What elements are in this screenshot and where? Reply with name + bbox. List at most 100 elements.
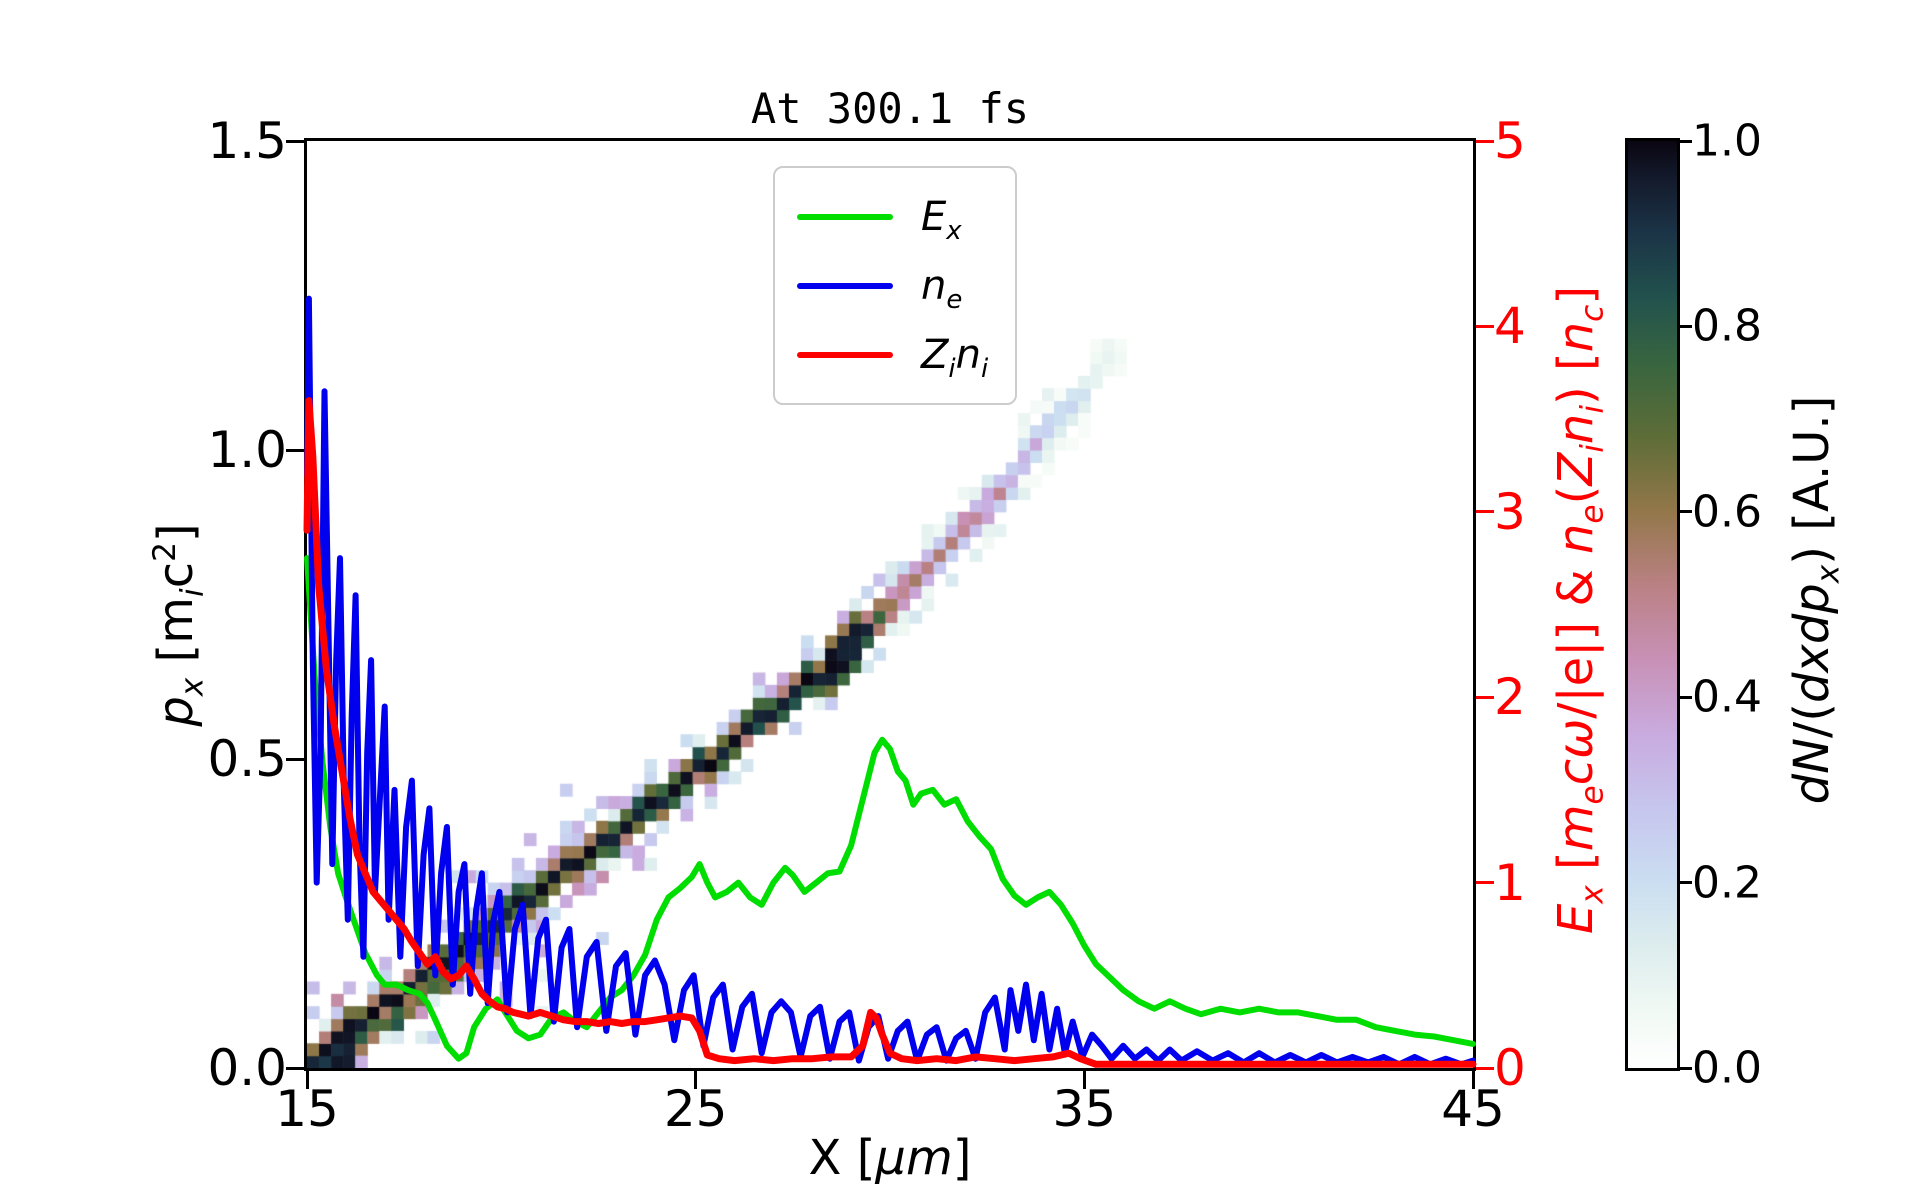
label-part: /( (1784, 703, 1840, 738)
y-right-tick-label: 5 (1494, 112, 1526, 170)
x-tickmark (305, 1071, 309, 1089)
label-part: c (1548, 758, 1604, 786)
y-right-tickmark (1476, 139, 1494, 143)
label-part: ω (1548, 718, 1604, 759)
legend-line-Ex (797, 213, 893, 220)
label-part: x (1574, 885, 1611, 904)
y-right-tick-label: 4 (1494, 297, 1526, 356)
x-tick-label: 25 (663, 1080, 728, 1138)
y-axis-label-right: Ex [mecω/|e|] & ne(Zini) [nc] (1548, 285, 1611, 935)
label-part: dN (1784, 737, 1840, 805)
label-part: Z (1548, 452, 1604, 486)
colorbar-tick-label: 0.6 (1692, 486, 1762, 538)
y-left-tickmark (286, 448, 304, 452)
colorbar-tick-label: 1.0 (1692, 115, 1762, 167)
label-part: ] (148, 523, 204, 543)
label-part: e (946, 284, 963, 315)
label-part: n (955, 331, 981, 378)
legend-entry-ne: ne (775, 251, 1015, 320)
colorbar-tickmark (1680, 695, 1692, 699)
label-part: m (1548, 804, 1604, 852)
y-left-tickmark (286, 139, 304, 143)
colorbar-label: dN/(dxdpx) [A.U.] (1784, 395, 1847, 805)
label-part: ] (952, 1130, 972, 1186)
label-part: n (1548, 523, 1604, 554)
legend-entry-Ex: Ex (775, 182, 1015, 251)
colorbar-tickmark (1680, 510, 1692, 514)
colorbar-tick-label: 0.2 (1692, 857, 1762, 909)
colorbar-tickmark (1680, 324, 1692, 328)
label-part: i (1574, 404, 1611, 414)
label-part: n (921, 262, 947, 309)
x-tick-label: 15 (275, 1080, 339, 1138)
colorbar-tick-label: 0.4 (1692, 671, 1762, 723)
label-part: μm (875, 1130, 953, 1186)
colorbar-tick-label: 0.8 (1692, 300, 1762, 352)
x-axis-label: X [μm] (307, 1130, 1473, 1186)
y-left-tickmark (286, 1066, 304, 1070)
curves-layer (303, 295, 1477, 1068)
legend-label-ne: ne (921, 262, 962, 313)
label-part: [m (148, 596, 204, 678)
legend: Ex ne Zini (773, 166, 1017, 405)
y-right-tickmark (1476, 1066, 1494, 1070)
colorbar-tickmark (1680, 139, 1692, 143)
label-part: i (948, 353, 956, 384)
legend-label-Zini: Zini (921, 331, 988, 382)
y-right-tick-label: 0 (1494, 1039, 1526, 1097)
y-right-tickmark (1476, 510, 1494, 514)
label-part: E (921, 193, 947, 240)
plot-title: At 300.1 fs (750, 84, 1030, 133)
label-part: 2 (147, 542, 183, 562)
label-part: ] (1548, 285, 1604, 305)
label-part: ( (1548, 485, 1604, 505)
label-part: x (1810, 564, 1847, 584)
x-tick-label: 35 (1052, 1080, 1117, 1138)
x-tickmark (1082, 1071, 1086, 1089)
y-left-tick-label: 1.0 (207, 421, 287, 479)
label-part: i (1574, 444, 1611, 453)
y-right-tick-label: 1 (1494, 853, 1526, 912)
label-part: c (1574, 304, 1611, 322)
label-part: x (946, 215, 962, 246)
label-part: n (1548, 413, 1604, 445)
label-part: ) [A.U.] (1784, 395, 1840, 565)
label-part: p (148, 696, 204, 727)
y-left-tick-label: 1.5 (207, 112, 287, 170)
x-tick-label: 45 (1441, 1080, 1505, 1138)
label-part: c (148, 561, 204, 589)
Zini-curve (303, 397, 1477, 1068)
x-tickmark (694, 1071, 698, 1089)
label-part: x (174, 677, 211, 697)
colorbar (1625, 138, 1680, 1071)
label-part: i (174, 588, 211, 597)
label-part: E (1548, 903, 1604, 935)
legend-line-ne (797, 282, 893, 289)
label-part: Z (921, 331, 949, 378)
label-part: e (1574, 785, 1611, 805)
x-tickmark (1471, 1071, 1475, 1089)
label-part: /|e|] & (1548, 553, 1604, 719)
y-right-tick-label: 2 (1494, 668, 1526, 727)
legend-entry-Zini: Zini (775, 320, 1015, 389)
y-right-tickmark (1476, 324, 1494, 328)
y-right-tickmark (1476, 881, 1494, 885)
legend-line-Zini (797, 351, 893, 358)
legend-label-Ex: Ex (921, 193, 962, 244)
label-part: X [ (808, 1130, 876, 1186)
ne-curve (304, 295, 1476, 1068)
y-left-tick-label: 0.5 (207, 730, 287, 788)
label-part: n (1548, 321, 1604, 353)
y-axis-label-left: px [mic2] (147, 523, 211, 727)
label-part: e (1574, 504, 1611, 524)
y-right-tickmark (1476, 695, 1494, 699)
y-left-tickmark (286, 757, 304, 761)
y-left-tick-label: 0.0 (207, 1039, 287, 1097)
Ex-curve (304, 555, 1476, 1062)
label-part: i (981, 353, 989, 384)
colorbar-tickmark (1680, 1066, 1692, 1070)
label-part: dxdp (1784, 583, 1840, 704)
label-part: ) [ (1548, 352, 1604, 405)
y-right-tick-label: 3 (1494, 482, 1526, 541)
